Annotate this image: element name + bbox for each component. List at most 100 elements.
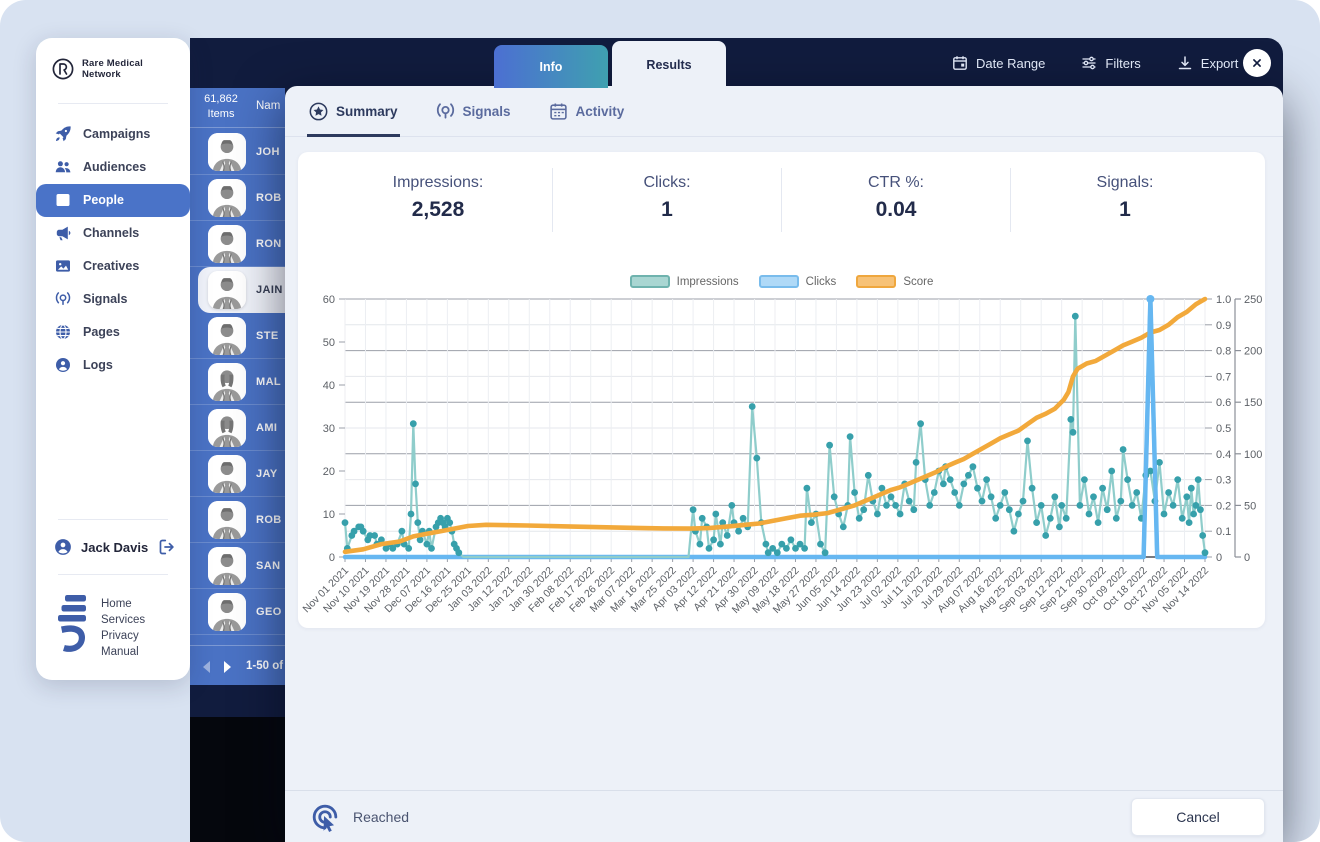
person-name: GEO [256, 605, 282, 618]
user-row[interactable]: Jack Davis [36, 526, 190, 568]
list-item-person[interactable]: AMI [190, 405, 285, 451]
footer-link-services[interactable]: Services [101, 614, 146, 626]
close-icon [1253, 59, 1261, 67]
avatar [208, 316, 246, 355]
legend-item-clicks[interactable]: Clicks [758, 275, 836, 288]
impressions-point [748, 403, 756, 410]
brand-name: Rare Medical Network [82, 58, 144, 81]
left-axis-tick-label: 0 [329, 552, 335, 564]
export-button[interactable]: Export [1177, 50, 1239, 76]
impressions-point [878, 484, 886, 492]
sidebar-item-logs[interactable]: Logs [36, 349, 190, 382]
outer-right-axis-tick-label: 100 [1244, 449, 1262, 461]
filters-button[interactable]: Filters [1081, 50, 1141, 76]
list-item-person[interactable]: JOH [190, 129, 285, 175]
stat-clicks: Clicks: 1 [552, 168, 781, 232]
sidebar-item-people[interactable]: People [36, 183, 190, 217]
items-count: 61,862 Items [204, 93, 238, 120]
legend-item-impressions[interactable]: Impressions [629, 275, 739, 288]
prev-page-icon[interactable] [202, 660, 211, 673]
outer-right-axis-tick-label: 250 [1244, 294, 1262, 306]
sidebar-item-campaigns[interactable]: Campaigns [36, 118, 190, 151]
audience-icon [55, 159, 71, 175]
impressions-point [1185, 519, 1193, 526]
impressions-point [846, 433, 854, 440]
right-axis-tick-label: 0.6 [1216, 397, 1231, 409]
stat-signals: Signals: 1 [1010, 168, 1239, 232]
list-item-person[interactable]: SAN [190, 543, 285, 589]
impressions-point [739, 514, 747, 522]
impressions-point [428, 545, 435, 552]
stat-signals-label: Signals: [1096, 174, 1154, 191]
list-item-person[interactable]: ROB [190, 175, 285, 221]
people-list-header: 61,862 Items Nam [190, 88, 285, 128]
impressions-point [409, 420, 417, 428]
sidebar-item-label: Channels [83, 226, 140, 241]
avatar [208, 362, 246, 401]
list-item-person[interactable]: RON [190, 221, 285, 267]
impressions-point [792, 545, 799, 552]
right-axis-tick-label: 0.7 [1216, 371, 1231, 383]
close-button[interactable] [1243, 49, 1271, 77]
impressions-point [826, 441, 833, 449]
impressions-point [864, 471, 872, 479]
sidebar-item-signals[interactable]: Signals [36, 283, 190, 316]
footer-link-manual[interactable]: Manual [101, 646, 139, 658]
tab-signals[interactable]: Signals [436, 86, 511, 136]
date-range-button[interactable]: Date Range [952, 50, 1045, 76]
sidebar-item-creatives[interactable]: Creatives [36, 250, 190, 283]
tab-info[interactable]: Info [494, 45, 608, 88]
sidebar-item-channels[interactable]: Channels [36, 217, 190, 250]
export-label: Export [1200, 55, 1239, 71]
tab-results[interactable]: Results [612, 41, 726, 88]
list-item-person[interactable]: JAY [190, 451, 285, 497]
footer-link-home[interactable]: Home [101, 598, 132, 610]
people-list-panel: 61,862 Items Nam JOH ROB RON JAIN STE MAL AMI J… [190, 88, 285, 685]
impressions-point [974, 484, 981, 492]
left-axis-tick-label: 10 [323, 509, 335, 521]
list-item-person[interactable]: ROB [190, 497, 285, 543]
impressions-point [1187, 484, 1195, 492]
stat-clicks-label: Clicks: [643, 174, 691, 191]
sidebar-item-label: Pages [83, 325, 120, 340]
stat-clicks-value: 1 [661, 198, 673, 221]
impressions-point [1062, 514, 1070, 522]
stat-impressions-label: Impressions: [392, 174, 484, 191]
stat-impressions-value: 2,528 [411, 198, 465, 221]
impressions-point [926, 502, 934, 509]
cancel-button[interactable]: Cancel [1131, 797, 1265, 836]
impressions-point [1033, 519, 1040, 526]
impressions-point [817, 540, 824, 548]
tab-activity[interactable]: Activity [549, 86, 624, 136]
tab-summary[interactable]: Summary [307, 86, 400, 137]
logout-icon[interactable] [158, 538, 176, 556]
legend-swatch [629, 275, 670, 288]
left-axis-tick-label: 50 [323, 337, 335, 349]
impressions-point [1069, 428, 1077, 436]
impressions-point [1192, 502, 1200, 509]
five-logo-icon [58, 595, 88, 653]
stat-signals-value: 1 [1119, 198, 1131, 221]
next-page-icon[interactable] [223, 660, 232, 673]
footer-link-privacy[interactable]: Privacy [101, 630, 139, 642]
impressions-point [787, 536, 795, 544]
left-axis-tick-label: 30 [323, 423, 335, 435]
user-name: Jack Davis [81, 539, 149, 555]
impressions-point [1178, 514, 1186, 522]
legend-item-score[interactable]: Score [856, 275, 933, 288]
sidebar-item-pages[interactable]: Pages [36, 316, 190, 349]
impressions-point [1165, 489, 1172, 496]
list-item-person[interactable]: MAL [190, 359, 285, 405]
list-item-person[interactable]: GEO [190, 589, 285, 635]
impressions-point [719, 519, 727, 526]
reached-label: Reached [353, 808, 410, 825]
sidebar-item-label: Audiences [83, 160, 147, 175]
download-icon [1178, 56, 1192, 70]
sidebar-item-audiences[interactable]: Audiences [36, 151, 190, 184]
impressions-point [416, 536, 424, 544]
clicks-point [1146, 295, 1155, 303]
impressions-point [860, 506, 868, 514]
list-item-person[interactable]: STE [190, 313, 285, 359]
list-item-person[interactable]: JAIN [198, 267, 285, 313]
